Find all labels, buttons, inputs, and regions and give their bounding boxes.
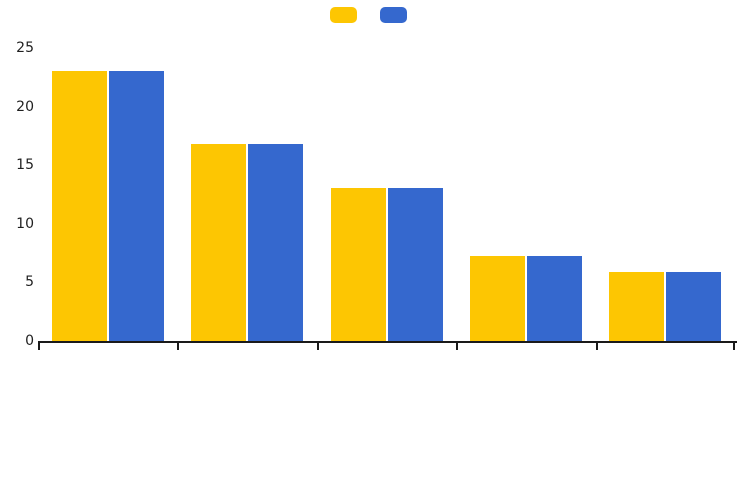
bar-series1-3 (469, 256, 525, 341)
x-axis-tick (177, 343, 180, 350)
x-axis-tick (316, 343, 319, 350)
y-tick-label: 5 (25, 274, 34, 291)
bar-series1-2 (330, 187, 386, 341)
y-tick-label: 0 (25, 333, 34, 349)
y-tick-label: 15 (16, 157, 34, 174)
bar-series1-0 (51, 71, 107, 341)
bar-series2-0 (108, 71, 164, 341)
legend-item-series-0[interactable] (330, 7, 364, 23)
legend-swatch-icon (330, 7, 357, 23)
x-axis-line (38, 341, 737, 343)
bar-series1-1 (191, 143, 247, 341)
bar-series2-4 (666, 271, 722, 341)
legend-item-series-1[interactable] (380, 7, 414, 23)
x-axis-tick (595, 343, 598, 350)
bar-series1-4 (609, 271, 665, 341)
y-tick-label: 10 (16, 215, 34, 232)
legend-swatch-icon (380, 7, 407, 23)
chart-legend (0, 7, 744, 23)
bar-series2-1 (248, 143, 304, 341)
x-axis-tick (456, 343, 459, 350)
y-tick-label: 25 (16, 40, 34, 56)
x-axis-tick (38, 343, 40, 350)
y-tick-label: 20 (16, 98, 34, 115)
x-axis-tick (733, 343, 735, 350)
bar-series2-2 (387, 187, 443, 341)
bar-series2-3 (526, 256, 582, 341)
